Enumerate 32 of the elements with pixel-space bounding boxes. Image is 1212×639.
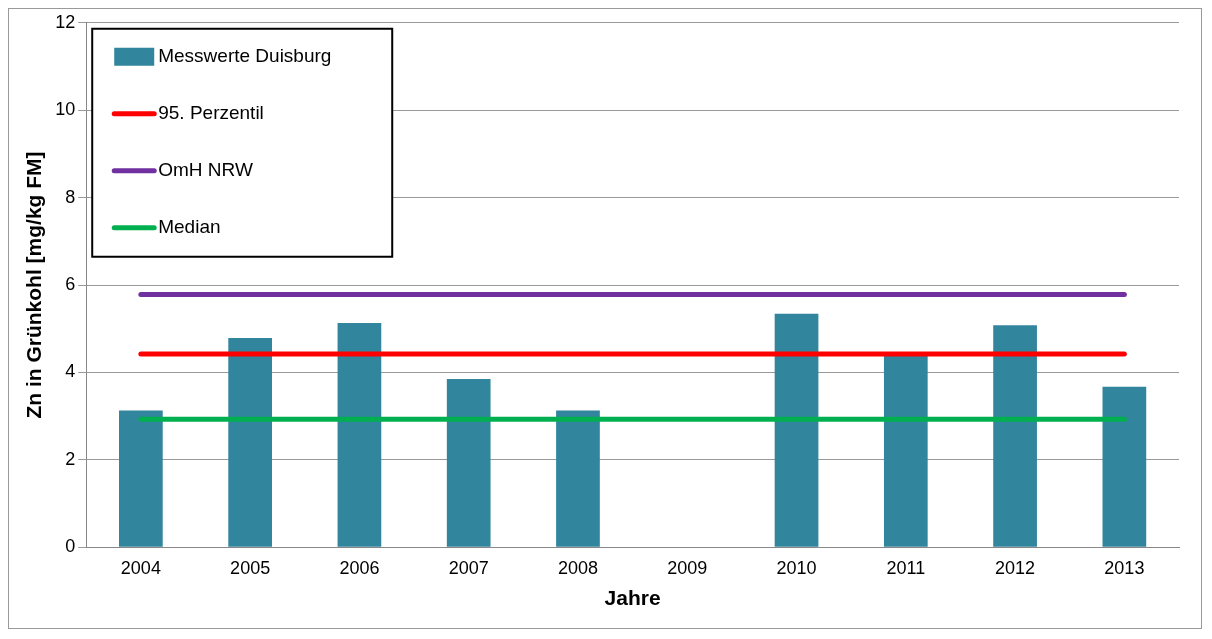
- y-tick-label: 8: [65, 186, 76, 207]
- bar: [337, 323, 382, 547]
- legend-label: Median: [158, 216, 221, 238]
- x-tick-label: 2013: [1104, 557, 1145, 578]
- legend-label: Messwerte Duisburg: [158, 45, 332, 67]
- y-tick-label: 6: [65, 273, 76, 294]
- y-axis-title: Zn in Grünkohl [mg/kg FM]: [22, 151, 46, 419]
- x-tick-label: 2012: [995, 557, 1036, 578]
- bar: [228, 337, 272, 547]
- y-tick-label: 2: [65, 448, 76, 469]
- bar: [993, 325, 1037, 547]
- y-tick-label: 12: [55, 11, 76, 32]
- bar: [1102, 386, 1147, 547]
- x-tick-label: 2005: [230, 557, 271, 578]
- y-tick-label: 10: [55, 99, 76, 120]
- x-tick-label: 2008: [557, 557, 598, 578]
- bar: [774, 313, 819, 547]
- x-tick-label: 2007: [448, 557, 489, 578]
- x-tick-label: 2009: [667, 557, 708, 578]
- bar: [446, 378, 491, 547]
- legend-label: 95. Perzentil: [158, 102, 264, 124]
- x-tick-label: 2006: [339, 557, 380, 578]
- x-tick-label: 2004: [120, 557, 161, 578]
- bar: [119, 410, 163, 547]
- x-axis-title: Jahre: [604, 586, 661, 610]
- legend-label: OmH NRW: [158, 159, 253, 181]
- bar: [556, 410, 600, 547]
- x-tick-label: 2011: [886, 557, 926, 578]
- y-tick-label: 4: [65, 361, 76, 382]
- y-tick-label: 0: [65, 536, 76, 557]
- x-tick-label: 2010: [776, 557, 817, 578]
- bar: [883, 354, 928, 547]
